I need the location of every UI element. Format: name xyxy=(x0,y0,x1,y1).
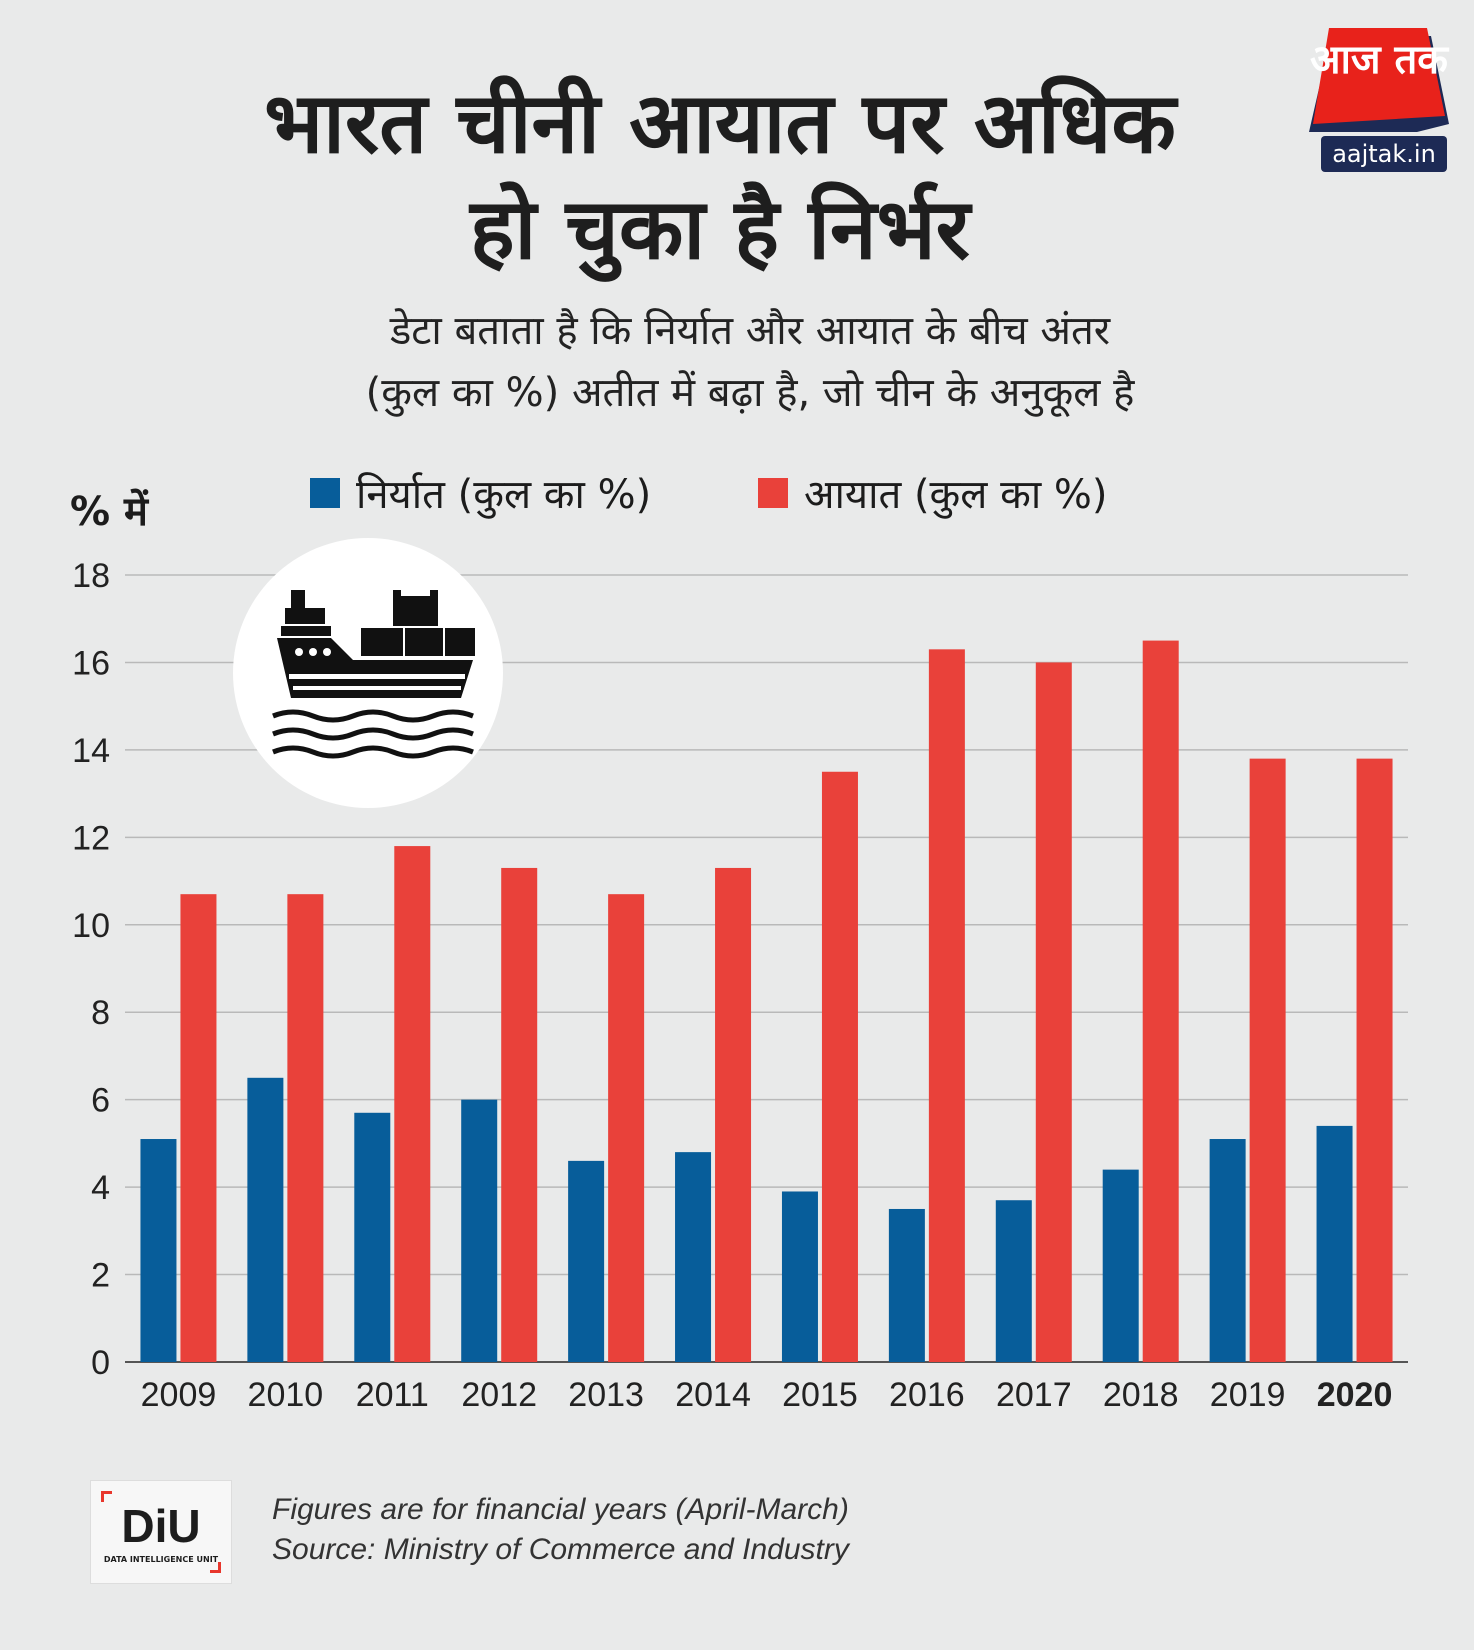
bar-export-2012 xyxy=(461,1099,498,1362)
diu-badge-text: DiU xyxy=(121,1500,201,1552)
x-tick-label-2017: 2017 xyxy=(996,1376,1072,1414)
bar-import-2020 xyxy=(1356,758,1393,1362)
subtitle: डेटा बताता है कि निर्यात और आयात के बीच … xyxy=(200,300,1300,424)
bar-export-2016 xyxy=(888,1208,925,1362)
legend-item-export: निर्यात (कुल का %) xyxy=(310,465,651,520)
x-tick-label-2011: 2011 xyxy=(356,1376,429,1414)
y-tick-label-0: 0 xyxy=(91,1344,110,1382)
x-tick-label-2013: 2013 xyxy=(568,1376,644,1414)
bar-import-2014 xyxy=(715,867,752,1362)
y-tick-label-14: 14 xyxy=(72,732,110,770)
x-tick-label-2014: 2014 xyxy=(675,1376,751,1414)
chart-legend: निर्यात (कुल का %) आयात (कुल का %) xyxy=(0,465,1474,525)
cargo-ship-icon xyxy=(272,590,475,759)
title-line-2: हो चुका है निर्भर xyxy=(469,180,971,278)
diu-badge: DiU DATA INTELLIGENCE UNIT xyxy=(90,1480,232,1584)
x-tick-label-2020: 2020 xyxy=(1317,1376,1393,1414)
y-tick-label-8: 8 xyxy=(91,994,110,1032)
x-tick-label-2016: 2016 xyxy=(889,1376,965,1414)
x-tick-label-2010: 2010 xyxy=(248,1376,324,1414)
bar-export-2013 xyxy=(568,1160,605,1362)
footer-source: Source: Ministry of Commerce and Industr… xyxy=(272,1533,849,1566)
aajtak-logo: आज तक aajtak.in xyxy=(1305,28,1455,178)
bar-export-2019 xyxy=(1209,1139,1246,1362)
y-tick-label-6: 6 xyxy=(91,1082,110,1120)
legend-label-import: आयात (कुल का %) xyxy=(804,472,1108,518)
legend-label-export: निर्यात (कुल का %) xyxy=(356,472,652,518)
bar-export-2020 xyxy=(1316,1125,1353,1362)
logo-name: आज तक xyxy=(1309,37,1448,83)
legend-swatch-export xyxy=(310,477,340,508)
bar-import-2013 xyxy=(608,894,645,1362)
x-tick-label-2012: 2012 xyxy=(461,1376,537,1414)
bar-import-2019 xyxy=(1249,758,1286,1362)
bar-import-2015 xyxy=(821,771,858,1362)
x-tick-label-2019: 2019 xyxy=(1210,1376,1286,1414)
y-tick-label-4: 4 xyxy=(91,1169,110,1207)
title-line-1: भारत चीनी आयात पर अधिक xyxy=(264,74,1176,172)
subtitle-line-1: डेटा बताता है कि निर्यात और आयात के बीच … xyxy=(389,308,1111,354)
legend-swatch-import xyxy=(758,477,788,508)
bar-export-2011 xyxy=(354,1112,391,1362)
bar-export-2015 xyxy=(781,1191,818,1362)
bar-export-2009 xyxy=(140,1139,177,1362)
y-axis-unit: % में xyxy=(70,489,148,535)
bar-import-2018 xyxy=(1142,640,1179,1362)
bar-import-2011 xyxy=(394,846,431,1362)
x-tick-label-2018: 2018 xyxy=(1103,1376,1179,1414)
bar-export-2014 xyxy=(675,1152,712,1362)
bar-import-2010 xyxy=(287,894,324,1362)
y-tick-label-16: 16 xyxy=(72,644,110,682)
x-tick-label-2015: 2015 xyxy=(782,1376,858,1414)
y-tick-label-18: 18 xyxy=(72,557,110,595)
footer-notes: Figures are for financial years (April-M… xyxy=(272,1490,849,1570)
bar-import-2016 xyxy=(928,649,965,1362)
bar-import-2012 xyxy=(501,867,538,1362)
logo-domain: aajtak.in xyxy=(1321,136,1447,172)
ship-icon-circle xyxy=(233,538,503,808)
legend-item-import: आयात (कुल का %) xyxy=(758,465,1108,520)
diu-badge-subtext: DATA INTELLIGENCE UNIT xyxy=(103,1555,219,1564)
bar-export-2018 xyxy=(1102,1169,1139,1362)
bar-import-2009 xyxy=(180,894,217,1362)
y-tick-label-2: 2 xyxy=(91,1257,110,1295)
bar-export-2010 xyxy=(247,1077,284,1362)
y-tick-label-12: 12 xyxy=(72,819,110,857)
y-tick-label-10: 10 xyxy=(72,907,110,945)
logo-badge-shape xyxy=(1309,28,1449,132)
footer-note: Figures are for financial years (April-M… xyxy=(272,1493,849,1526)
bar-export-2017 xyxy=(995,1200,1032,1362)
subtitle-line-2: (कुल का %) अतीत में बढ़ा है, जो चीन के अ… xyxy=(365,370,1135,416)
x-tick-label-2009: 2009 xyxy=(141,1376,217,1414)
page-title: भारत चीनी आयात पर अधिक हो चुका है निर्भर xyxy=(170,70,1270,282)
bar-import-2017 xyxy=(1035,662,1072,1362)
